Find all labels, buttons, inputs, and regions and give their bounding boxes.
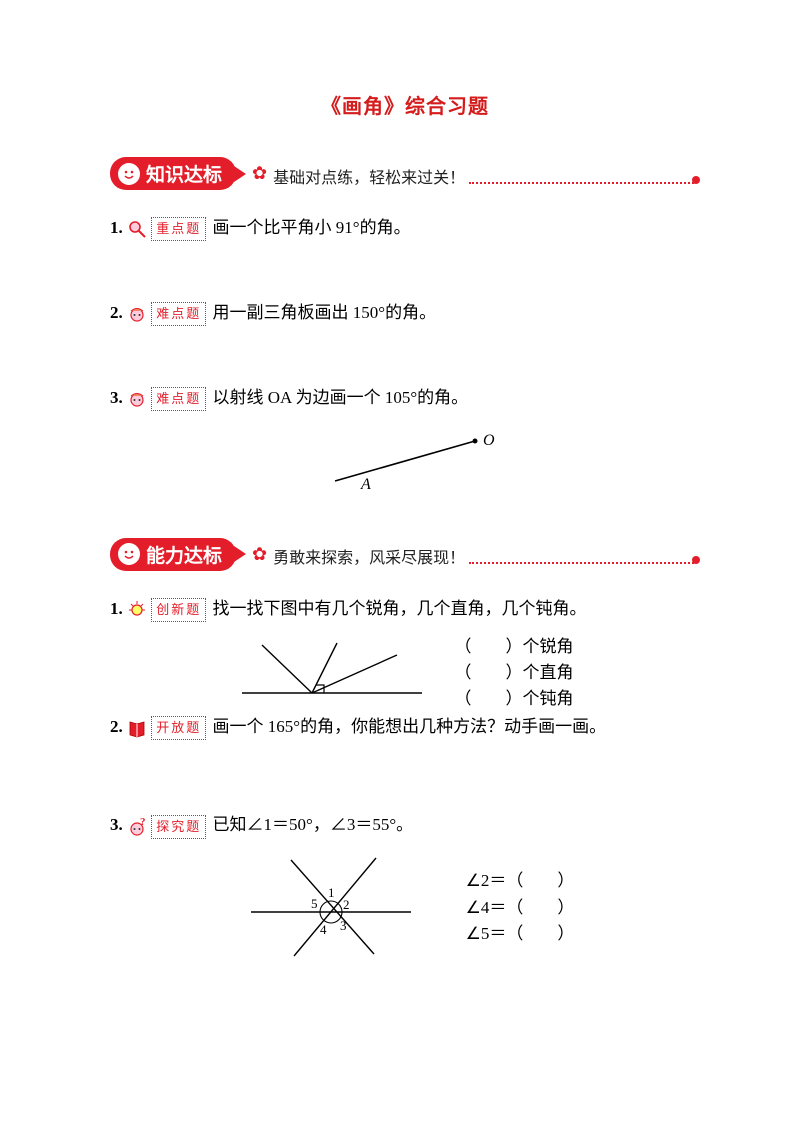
face-icon — [127, 304, 147, 324]
angles-diagram — [237, 635, 427, 707]
problem-2-3: 3. ? 探究题 已知∠1＝50°，∠3＝55°。 — [110, 811, 700, 840]
pill-label-2: 能力达标 — [146, 541, 222, 568]
pill-label-1: 知识达标 — [146, 160, 222, 187]
face-icon — [127, 389, 147, 409]
magnifier-icon — [127, 219, 147, 239]
spacer — [110, 504, 700, 538]
smiley-icon — [118, 543, 140, 565]
star-diagram: 1 2 3 4 5 — [236, 850, 426, 960]
question-face-icon: ? — [127, 817, 147, 837]
pnum: 1. — [110, 218, 123, 237]
problem-text: 画一个 165°的角，你能想出几种方法？动手画一画。 — [213, 717, 607, 736]
blank-row: （ ）个钝角 — [455, 686, 574, 712]
eq-row: ∠2＝（ ） — [466, 868, 575, 894]
section-pill-2: 能力达标 — [110, 538, 236, 571]
problem-text: 以射线 OA 为边画一个 105°的角。 — [213, 388, 469, 407]
flower-icon: ✿ — [252, 163, 267, 184]
dotted-line — [469, 552, 694, 564]
blank-row: （ ）个锐角 — [455, 634, 574, 660]
workspace — [110, 338, 700, 384]
pnum: 1. — [110, 599, 123, 618]
flower-icon: ✿ — [252, 544, 267, 565]
svg-text:5: 5 — [311, 896, 318, 911]
workspace — [110, 751, 700, 811]
tag-label: 探究题 — [151, 815, 206, 839]
problem-1-2: 2. 难点题 用一副三角板画出 150°的角。 — [110, 299, 700, 328]
page-title: 《画角》综合习题 — [110, 90, 700, 119]
svg-text:1: 1 — [328, 885, 335, 900]
section-header-2: 能力达标 ✿ 勇敢来探索，风采尽展现！ — [110, 538, 700, 571]
answer-list: （ ）个锐角 （ ）个直角 （ ）个钝角 — [455, 634, 574, 713]
point-a-label: A — [360, 476, 371, 493]
dotted-line — [469, 172, 694, 184]
bulb-icon — [127, 600, 147, 620]
slogan-2: 勇敢来探索，风采尽展现！ — [273, 544, 465, 568]
problem-1-3: 3. 难点题 以射线 OA 为边画一个 105°的角。 — [110, 384, 700, 413]
svg-text:4: 4 — [320, 922, 327, 937]
ray-diagram: O A — [110, 423, 700, 498]
book-icon — [127, 718, 147, 738]
svg-text:3: 3 — [340, 918, 347, 933]
problem-text: 画一个比平角小 91°的角。 — [213, 218, 411, 237]
tag-label: 难点题 — [151, 302, 206, 326]
tag-label: 重点题 — [151, 217, 206, 241]
slogan-1: 基础对点练，轻松来过关！ — [273, 164, 465, 188]
pnum: 3. — [110, 388, 123, 407]
problem-text: 已知∠1＝50°，∠3＝55°。 — [213, 815, 414, 834]
section-pill-1: 知识达标 — [110, 157, 236, 190]
workspace — [110, 253, 700, 299]
eq-answer-list: ∠2＝（ ） ∠4＝（ ） ∠5＝（ ） — [466, 868, 575, 947]
eq-row: ∠5＝（ ） — [466, 921, 575, 947]
section-header-1: 知识达标 ✿ 基础对点练，轻松来过关！ — [110, 157, 700, 190]
dot-end-icon — [692, 556, 700, 564]
dot-end-icon — [692, 176, 700, 184]
tag-label: 难点题 — [151, 387, 206, 411]
smiley-icon — [118, 163, 140, 185]
tag-label: 开放题 — [151, 716, 206, 740]
point-o-label: O — [483, 432, 495, 449]
star-row: 1 2 3 4 5 ∠2＝（ ） ∠4＝（ ） ∠5＝（ ） — [110, 850, 700, 965]
page: 《画角》综合习题 知识达标 ✿ 基础对点练，轻松来过关！ 1. 重点题 画一个比… — [0, 0, 800, 1005]
pnum: 3. — [110, 815, 123, 834]
blank-row: （ ）个直角 — [455, 660, 574, 686]
problem-2-2: 2. 开放题 画一个 165°的角，你能想出几种方法？动手画一画。 — [110, 713, 700, 742]
angle-count-row: （ ）个锐角 （ ）个直角 （ ）个钝角 — [110, 634, 700, 713]
eq-row: ∠4＝（ ） — [466, 895, 575, 921]
problem-1-1: 1. 重点题 画一个比平角小 91°的角。 — [110, 214, 700, 243]
problem-2-1: 1. 创新题 找一找下图中有几个锐角，几个直角，几个钝角。 — [110, 595, 700, 624]
tag-label: 创新题 — [151, 598, 206, 622]
problem-text: 用一副三角板画出 150°的角。 — [213, 303, 437, 322]
svg-text:2: 2 — [343, 897, 350, 912]
pnum: 2. — [110, 303, 123, 322]
svg-text:?: ? — [140, 816, 146, 828]
problem-text: 找一找下图中有几个锐角，几个直角，几个钝角。 — [213, 599, 587, 618]
pnum: 2. — [110, 717, 123, 736]
